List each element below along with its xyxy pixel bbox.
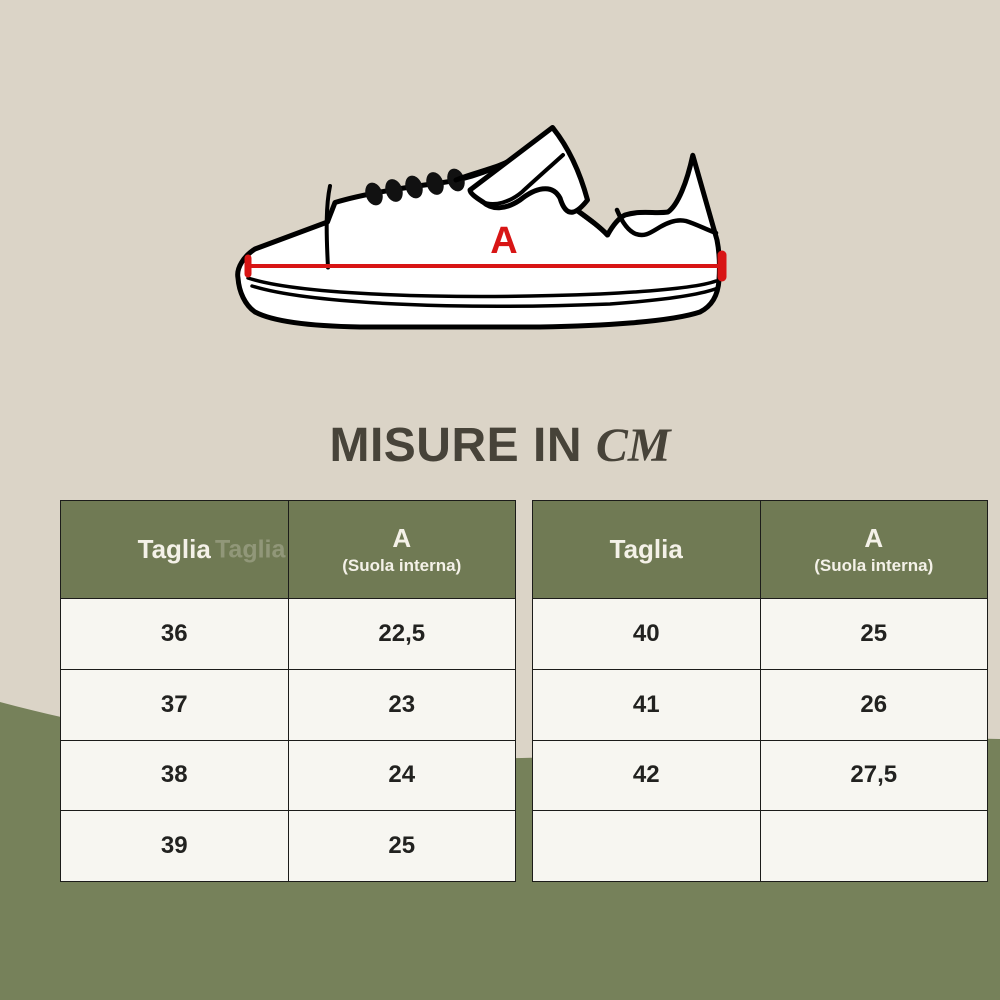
svg-text:A: A — [490, 220, 517, 262]
